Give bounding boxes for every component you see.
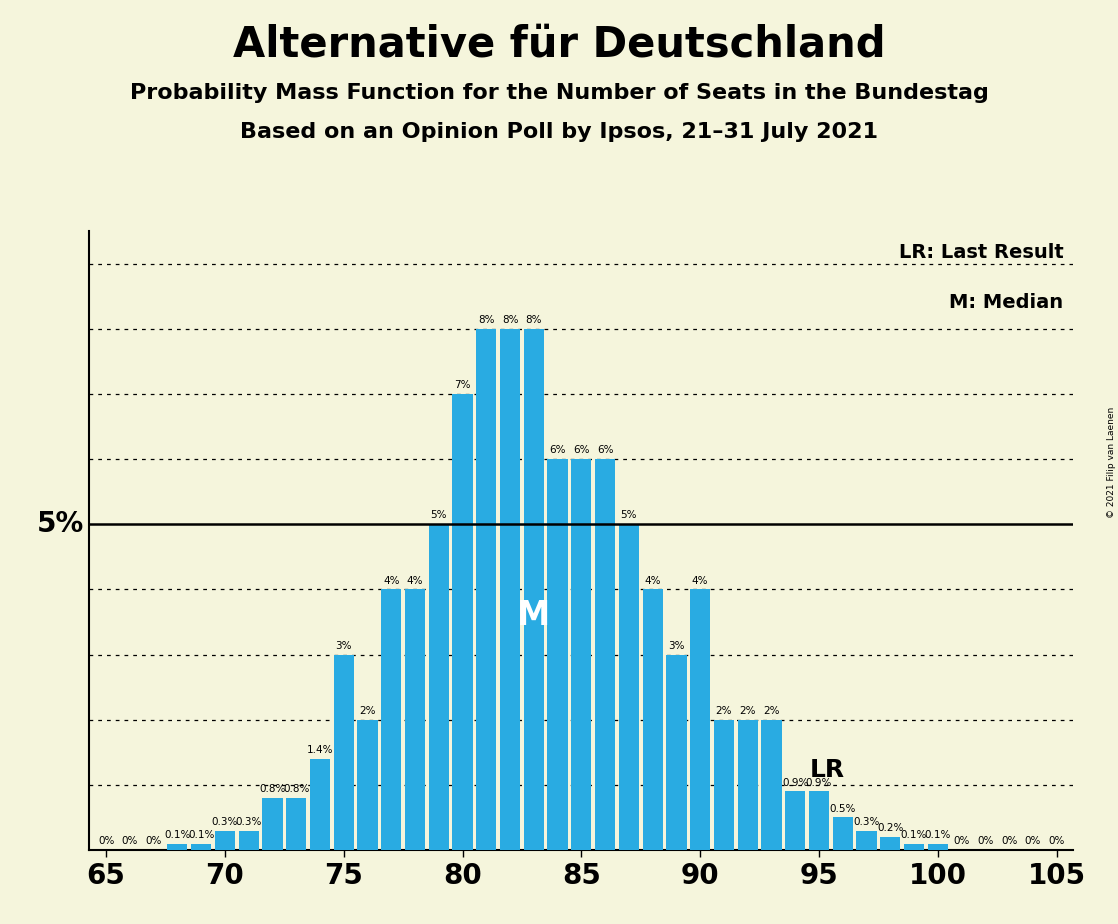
Text: 0.1%: 0.1% (164, 830, 190, 840)
Bar (666, 654, 686, 850)
Text: 4%: 4% (644, 576, 661, 586)
Bar (286, 798, 306, 850)
Bar (809, 792, 830, 850)
Bar (548, 459, 568, 850)
Bar (880, 837, 900, 850)
Bar (618, 524, 639, 850)
Bar (405, 590, 425, 850)
Text: 1.4%: 1.4% (306, 745, 333, 755)
Text: 0%: 0% (98, 836, 114, 846)
Bar (761, 720, 781, 850)
Text: 0%: 0% (122, 836, 138, 846)
Text: 0.8%: 0.8% (259, 784, 285, 794)
Bar (310, 759, 330, 850)
Text: 0%: 0% (954, 836, 969, 846)
Text: 0.3%: 0.3% (211, 817, 238, 827)
Bar (476, 329, 496, 850)
Bar (714, 720, 735, 850)
Text: 8%: 8% (525, 315, 542, 325)
Text: 0.3%: 0.3% (853, 817, 880, 827)
Text: 0.1%: 0.1% (925, 830, 951, 840)
Text: 4%: 4% (383, 576, 399, 586)
Text: 0%: 0% (1049, 836, 1064, 846)
Bar (263, 798, 283, 850)
Text: 0%: 0% (1001, 836, 1017, 846)
Text: 0.9%: 0.9% (783, 777, 808, 787)
Text: 6%: 6% (549, 445, 566, 456)
Text: 2%: 2% (359, 706, 376, 716)
Text: 3%: 3% (335, 640, 352, 650)
Bar (215, 831, 235, 850)
Bar (428, 524, 448, 850)
Bar (238, 831, 258, 850)
Text: 8%: 8% (479, 315, 494, 325)
Text: M: M (518, 599, 550, 632)
Bar (571, 459, 591, 850)
Text: 6%: 6% (597, 445, 614, 456)
Text: LR: LR (809, 758, 844, 782)
Text: M: Median: M: Median (949, 293, 1063, 312)
Text: 5%: 5% (37, 510, 85, 539)
Text: 2%: 2% (739, 706, 756, 716)
Bar (785, 792, 805, 850)
Text: 4%: 4% (692, 576, 709, 586)
Bar (856, 831, 877, 850)
Text: 3%: 3% (669, 640, 684, 650)
Bar (738, 720, 758, 850)
Text: 0%: 0% (1025, 836, 1041, 846)
Text: 0.3%: 0.3% (236, 817, 262, 827)
Text: 6%: 6% (574, 445, 589, 456)
Text: 4%: 4% (407, 576, 424, 586)
Text: Probability Mass Function for the Number of Seats in the Bundestag: Probability Mass Function for the Number… (130, 83, 988, 103)
Bar (928, 844, 948, 850)
Text: 5%: 5% (430, 510, 447, 520)
Text: Based on an Opinion Poll by Ipsos, 21–31 July 2021: Based on an Opinion Poll by Ipsos, 21–31… (240, 122, 878, 142)
Text: 7%: 7% (454, 380, 471, 390)
Bar (690, 590, 710, 850)
Text: 0.9%: 0.9% (806, 777, 832, 787)
Bar (643, 590, 663, 850)
Bar (453, 394, 473, 850)
Text: LR: Last Result: LR: Last Result (899, 243, 1063, 262)
Bar (833, 818, 853, 850)
Text: 0%: 0% (145, 836, 162, 846)
Text: 0%: 0% (977, 836, 994, 846)
Text: 0.1%: 0.1% (901, 830, 927, 840)
Text: 2%: 2% (716, 706, 732, 716)
Bar (333, 654, 353, 850)
Bar (381, 590, 401, 850)
Text: 0.5%: 0.5% (830, 804, 856, 814)
Text: 2%: 2% (764, 706, 779, 716)
Bar (168, 844, 188, 850)
Text: 5%: 5% (620, 510, 637, 520)
Bar (595, 459, 615, 850)
Text: 0.1%: 0.1% (188, 830, 215, 840)
Bar (191, 844, 211, 850)
Text: Alternative für Deutschland: Alternative für Deutschland (233, 23, 885, 65)
Bar (904, 844, 925, 850)
Text: © 2021 Filip van Laenen: © 2021 Filip van Laenen (1107, 407, 1116, 517)
Bar (358, 720, 378, 850)
Text: 0.2%: 0.2% (878, 823, 903, 833)
Text: 8%: 8% (502, 315, 519, 325)
Text: 0.8%: 0.8% (283, 784, 310, 794)
Bar (523, 329, 544, 850)
Bar (500, 329, 520, 850)
